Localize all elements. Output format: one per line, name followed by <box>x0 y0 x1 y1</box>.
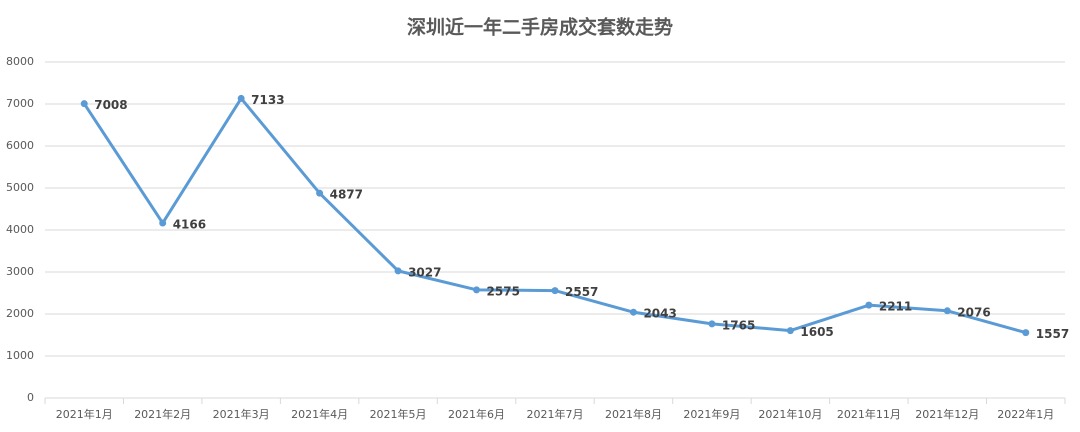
value-label: 2557 <box>565 285 598 299</box>
value-label: 4877 <box>330 188 363 202</box>
y-tick-label: 8000 <box>6 55 34 68</box>
x-tick-label: 2021年2月 <box>134 407 191 421</box>
value-label: 1605 <box>800 325 833 339</box>
value-label: 7008 <box>94 98 127 112</box>
point <box>943 307 951 315</box>
x-tick-label: 2021年1月 <box>56 407 113 421</box>
y-tick-label: 6000 <box>6 139 34 152</box>
point <box>473 286 481 294</box>
chart-title: 深圳近一年二手房成交套数走势 <box>407 16 673 39</box>
x-tick-label: 2021年12月 <box>915 407 979 421</box>
point <box>629 308 637 316</box>
line <box>82 96 1027 335</box>
y-tick-label: 4000 <box>6 223 34 236</box>
point <box>865 301 873 309</box>
value-label: 1557 <box>1036 327 1069 341</box>
y-tick-label: 2000 <box>6 307 34 320</box>
y-tick-label: 1000 <box>6 349 34 362</box>
x-tick-label: 2021年9月 <box>683 407 740 421</box>
x-tick-label: 2021年10月 <box>758 407 822 421</box>
value-label: 3027 <box>408 265 441 279</box>
x-tick-label: 2021年3月 <box>213 407 270 421</box>
value-label: 2043 <box>643 307 676 321</box>
value-label: 1765 <box>722 318 755 332</box>
point <box>394 267 402 275</box>
point <box>708 320 716 328</box>
y-tick-label: 0 <box>27 391 34 404</box>
point <box>551 287 559 295</box>
value-label: 2076 <box>957 305 990 319</box>
point <box>80 100 88 108</box>
y-tick-label: 5000 <box>6 181 34 194</box>
value-label: 7133 <box>251 93 284 107</box>
x-tick-label: 2022年1月 <box>997 407 1054 421</box>
point <box>159 219 167 227</box>
x-tick-label: 2021年4月 <box>291 407 348 421</box>
point <box>1022 329 1030 337</box>
point <box>316 189 324 197</box>
x-tick-label: 2021年8月 <box>605 407 662 421</box>
point <box>237 94 245 102</box>
x-tick-label: 2021年6月 <box>448 407 505 421</box>
x-tick-label: 2021年7月 <box>527 407 584 421</box>
value-label: 4166 <box>173 218 206 232</box>
value-label: 2575 <box>487 284 520 298</box>
value-label: 2211 <box>879 300 912 314</box>
x-tick-label: 2021年11月 <box>837 407 901 421</box>
point <box>786 327 794 335</box>
x-tick-label: 2021年5月 <box>370 407 427 421</box>
y-tick-label: 7000 <box>6 97 34 110</box>
y-tick-label: 3000 <box>6 265 34 278</box>
